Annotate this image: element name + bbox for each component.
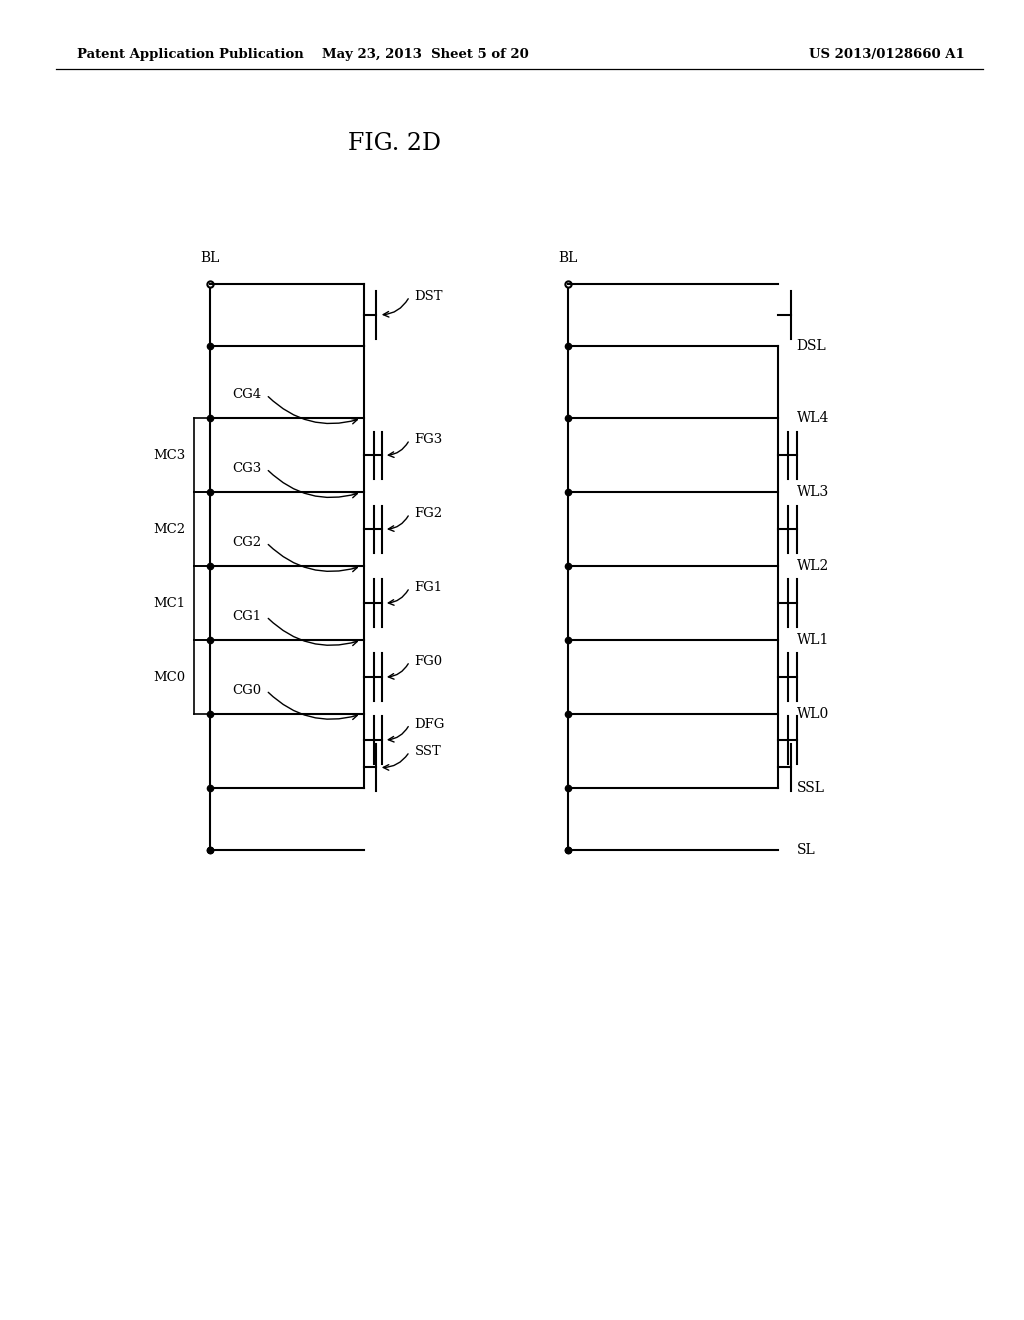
Text: May 23, 2013  Sheet 5 of 20: May 23, 2013 Sheet 5 of 20 [322, 48, 528, 61]
Text: CG1: CG1 [232, 610, 261, 623]
Text: FG1: FG1 [415, 581, 442, 594]
Text: WL0: WL0 [797, 708, 828, 721]
Text: CG3: CG3 [231, 462, 261, 475]
Text: US 2013/0128660 A1: US 2013/0128660 A1 [809, 48, 965, 61]
Text: FIG. 2D: FIG. 2D [348, 132, 440, 154]
Text: FG3: FG3 [415, 433, 443, 446]
Text: WL4: WL4 [797, 412, 829, 425]
Text: SL: SL [797, 843, 815, 857]
Text: FG0: FG0 [415, 655, 442, 668]
Text: MC0: MC0 [154, 671, 185, 684]
Text: WL1: WL1 [797, 634, 829, 647]
Text: MC3: MC3 [154, 449, 185, 462]
Text: SST: SST [415, 744, 441, 758]
Text: DST: DST [415, 290, 443, 302]
Text: MC2: MC2 [154, 523, 185, 536]
Text: FG2: FG2 [415, 507, 442, 520]
Text: BL: BL [559, 251, 578, 265]
Text: DFG: DFG [415, 718, 445, 731]
Text: BL: BL [201, 251, 219, 265]
Text: CG4: CG4 [232, 388, 261, 401]
Text: WL3: WL3 [797, 486, 828, 499]
Text: SSL: SSL [797, 781, 824, 795]
Text: DSL: DSL [797, 339, 826, 352]
Text: CG0: CG0 [232, 684, 261, 697]
Text: WL2: WL2 [797, 560, 828, 573]
Text: MC1: MC1 [154, 597, 185, 610]
Text: Patent Application Publication: Patent Application Publication [77, 48, 303, 61]
Text: CG2: CG2 [232, 536, 261, 549]
